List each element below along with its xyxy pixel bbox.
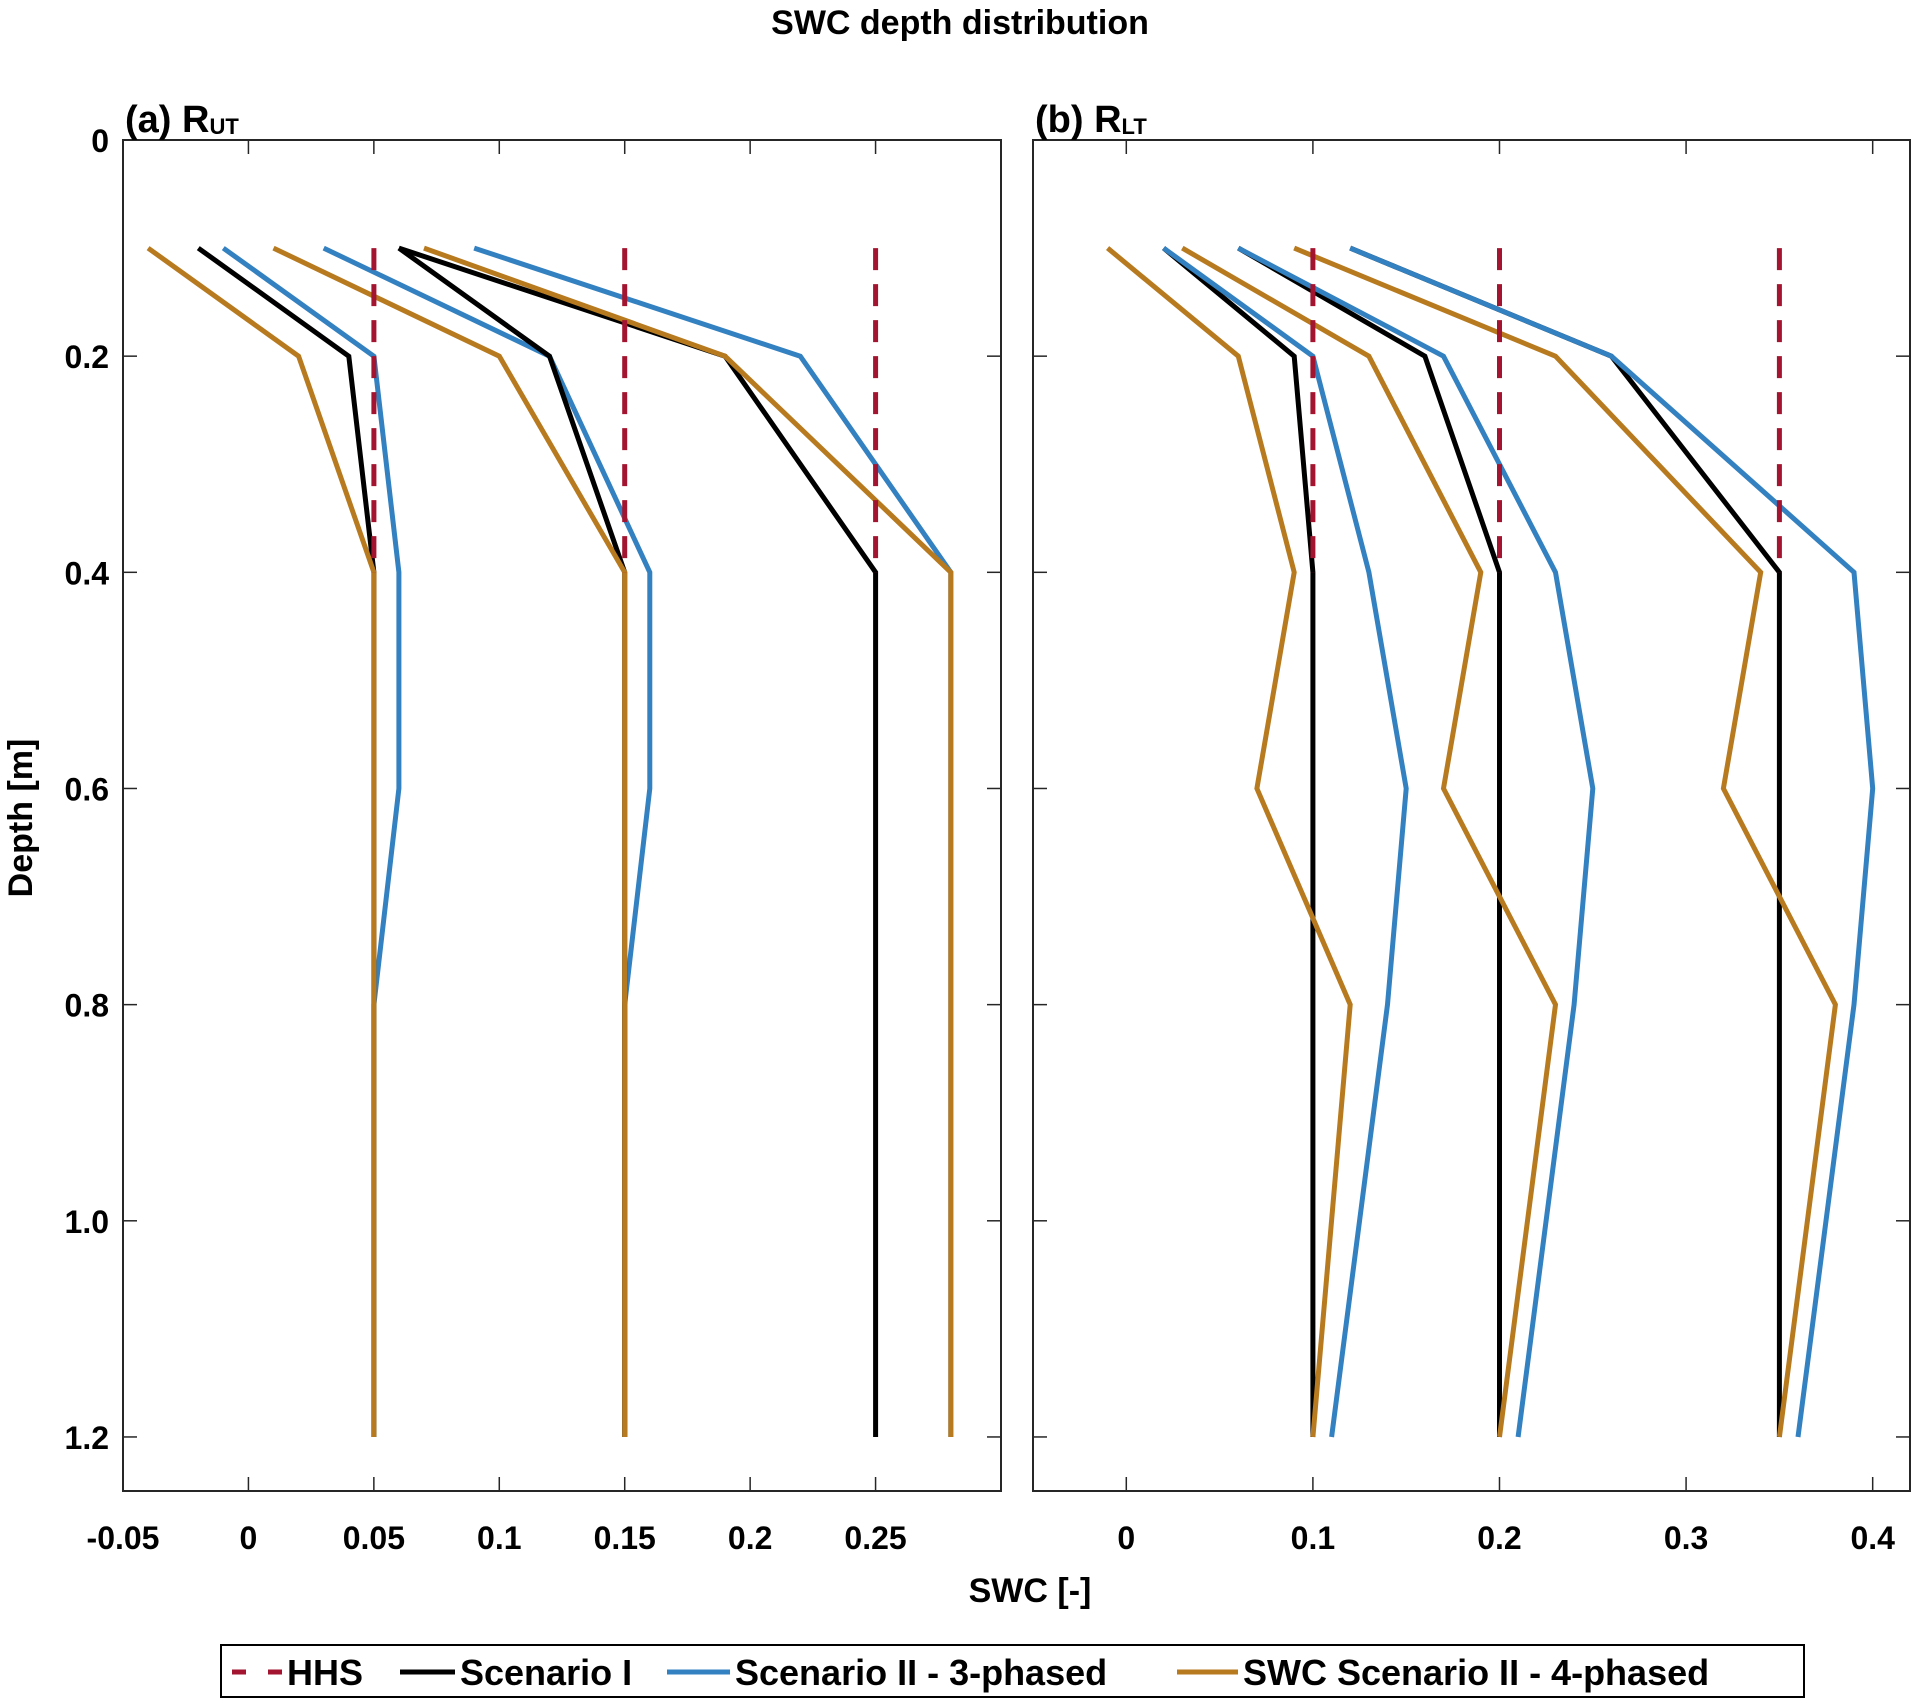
plot-area [1032,139,1911,1492]
plot-area [122,139,1002,1492]
series-line-swc-scenario-ii-4-phased [1106,246,1353,1438]
x-tick-label: 0.25 [844,1520,906,1556]
x-tick-label: 0.1 [1291,1520,1335,1556]
chart-title: SWC depth distribution [771,4,1149,42]
y-tick-label: 0.2 [65,339,109,375]
legend-entry-label: SWC Scenario II - 4-phased [1243,1652,1709,1693]
x-tick-label: 0 [240,1520,258,1556]
x-tick-label: 0.05 [343,1520,405,1556]
panel-b: 0 0.1 0.2 0.3 0.4 (b) RLT [1032,99,1911,1556]
y-axis-label: Depth [m] [2,739,40,898]
y-tick-label: 0.8 [65,988,109,1024]
panel-label: (b) RLT [1035,99,1147,141]
legend-entry-label: Scenario II - 3-phased [735,1652,1107,1693]
x-tick-label: 0.2 [1477,1520,1521,1556]
series-line-swc-scenario-ii-4-phased [1181,245,1559,1438]
x-tick-label: 0.4 [1850,1520,1895,1556]
panel-label: (a) RUT [125,99,239,141]
panel-label-main: (b) R [1035,99,1122,141]
x-tick-label: 0.15 [594,1520,656,1556]
series-line-scenario-i [1162,246,1316,1437]
x-tick-label: 0 [1117,1520,1135,1556]
y-tick-label: 0 [91,123,109,159]
y-tick-label: 1.2 [65,1420,109,1456]
x-tick-label: -0.05 [87,1520,160,1556]
y-tick-label: 0.4 [65,555,110,591]
x-axis-label: SWC [-] [969,1572,1092,1610]
legend-entry-label: HHS [287,1652,363,1693]
series-line-scenario-ii-3-phased [1237,245,1596,1438]
panel-label-subscript: LT [1122,114,1148,139]
x-tick-label: 0.3 [1664,1520,1708,1556]
panel-a: -0.05 0 0.05 0.1 0.15 0.2 0.25 0 0.2 0.4 0.6 0.8 1.0… [65,99,1002,1556]
x-tick-label: 0.2 [728,1520,772,1556]
series-line-swc-scenario-ii-4-phased [146,246,377,1437]
x-tick-label: 0.1 [477,1520,521,1556]
panel-label-main: (a) R [125,99,209,141]
legend-box [220,1644,1805,1698]
panel-label-subscript: UT [209,114,239,139]
series-line-scenario-i [1237,245,1502,1437]
series-line-swc-scenario-ii-4-phased [423,245,954,1437]
y-tick-label: 0.6 [65,771,109,807]
series-line-scenario-ii-3-phased [1349,245,1876,1438]
legend: HHS Scenario I Scenario II - 3-phased SWC S… [220,1644,1805,1698]
y-tick-label: 1.0 [65,1204,109,1240]
legend-entry-label: Scenario I [460,1652,632,1693]
series-line-swc-scenario-ii-4-phased [272,245,628,1437]
series-line-scenario-ii-3-phased [1162,246,1409,1438]
series-line-swc-scenario-ii-4-phased [1293,245,1838,1438]
